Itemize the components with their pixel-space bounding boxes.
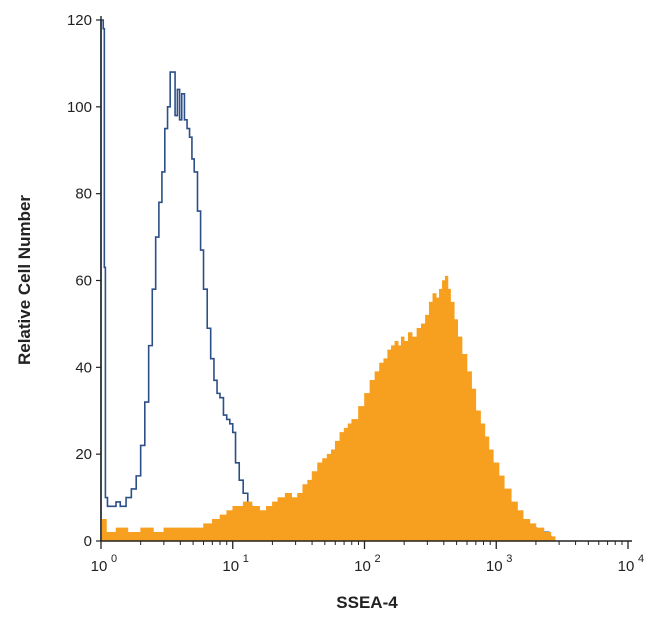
x-tick-exponent-10: 1 [243, 553, 249, 565]
x-tick-label-1: 10 [91, 558, 108, 575]
y-tick-label-80: 80 [75, 186, 92, 203]
x-tick-label-100: 10 [354, 558, 371, 575]
x-tick-label-1000: 10 [486, 558, 503, 575]
y-tick-label-0: 0 [84, 533, 92, 550]
x-axis-title: SSEA-4 [336, 593, 398, 612]
x-tick-exponent-10000: 4 [638, 553, 644, 565]
x-tick-exponent-100: 2 [375, 553, 381, 565]
y-tick-label-40: 40 [75, 359, 92, 376]
y-tick-label-100: 100 [67, 99, 92, 116]
series-1-filled-histogram [100, 275, 556, 542]
x-tick-exponent-1000: 3 [506, 553, 512, 565]
series-layer [100, 19, 556, 542]
x-tick-label-10: 10 [222, 558, 239, 575]
x-tick-label-10000: 10 [618, 558, 635, 575]
x-tick-exponent-1: 0 [111, 553, 117, 565]
y-axis-title: Relative Cell Number [15, 195, 34, 365]
y-tick-label-60: 60 [75, 273, 92, 290]
y-tick-label-20: 20 [75, 446, 92, 463]
y-tick-label-120: 120 [67, 12, 92, 29]
label-layer: SSEA-4 Relative Cell Number [15, 195, 398, 612]
